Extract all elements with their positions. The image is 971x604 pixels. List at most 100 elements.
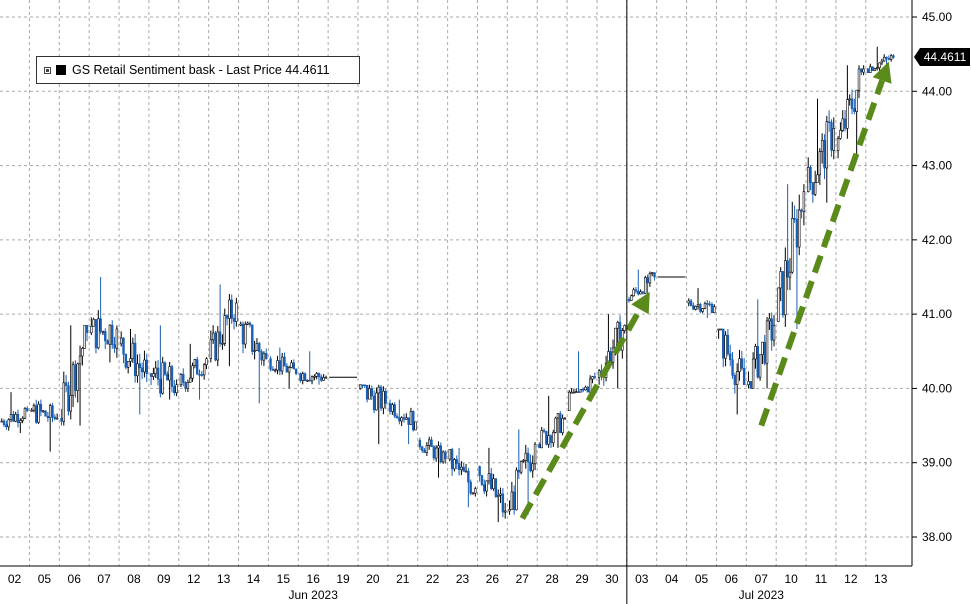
candle-body xyxy=(878,62,881,69)
x-tick-label: 06 xyxy=(68,572,82,586)
candle-body xyxy=(738,358,741,372)
candle-body xyxy=(873,68,877,71)
candle-body xyxy=(591,376,594,380)
candle-body xyxy=(39,403,43,412)
candle-body xyxy=(398,417,401,422)
candle-body xyxy=(547,435,550,445)
y-tick-label: 40.00 xyxy=(922,381,952,395)
candle-body xyxy=(841,118,844,131)
candle-body xyxy=(641,291,645,294)
candle-body xyxy=(869,66,872,74)
candle-body xyxy=(515,469,518,511)
candle-body xyxy=(464,470,468,473)
candle-body xyxy=(292,362,295,370)
candle-body xyxy=(779,271,782,289)
candle-body xyxy=(14,413,17,422)
candle-body xyxy=(94,319,98,349)
candle-body xyxy=(588,378,592,393)
candle-body xyxy=(777,287,780,322)
candle-body xyxy=(800,209,803,212)
candle-body xyxy=(278,360,282,372)
candle-body xyxy=(21,417,24,421)
candle-body xyxy=(853,108,856,112)
candle-body xyxy=(74,364,77,391)
candle-body xyxy=(751,358,755,389)
legend-toggle-icon[interactable] xyxy=(44,66,51,74)
candle-body xyxy=(761,341,764,355)
candle-body xyxy=(170,366,174,387)
candle-body xyxy=(689,300,693,306)
x-tick-label: 28 xyxy=(545,572,559,586)
candle-body xyxy=(214,332,217,361)
candle-body xyxy=(375,392,378,411)
trend-arrow-head xyxy=(872,61,892,84)
candle-body xyxy=(225,315,229,319)
candle-body xyxy=(85,324,89,334)
candle-body xyxy=(370,388,373,397)
candle-body xyxy=(832,128,835,151)
candle-body xyxy=(104,331,107,342)
candle-body xyxy=(161,362,164,394)
candle-body xyxy=(627,298,631,301)
candle-body xyxy=(239,323,242,326)
candle-body xyxy=(811,182,815,195)
candle-body xyxy=(407,417,410,425)
candle-body xyxy=(577,391,580,393)
candle-body xyxy=(400,417,403,422)
candle-body xyxy=(271,368,275,371)
candle-body xyxy=(570,391,573,394)
candle-body xyxy=(280,356,284,372)
y-tick-label: 45.00 xyxy=(922,10,952,24)
candle-body xyxy=(368,388,371,400)
candle-body xyxy=(81,348,84,357)
trend-arrow-head xyxy=(631,291,650,315)
candle-body xyxy=(754,346,757,360)
candle-body xyxy=(290,362,293,368)
candle-body xyxy=(644,277,647,294)
y-tick-label: 44.00 xyxy=(922,84,952,98)
candle-body xyxy=(768,318,771,322)
candle-body xyxy=(308,379,311,382)
x-tick-label: 03 xyxy=(635,572,649,586)
candle-body xyxy=(572,391,576,394)
candle-body xyxy=(388,402,392,412)
candle-body xyxy=(887,58,891,60)
candle-body xyxy=(816,174,819,183)
candle-body xyxy=(35,405,38,423)
candle-body xyxy=(189,377,192,383)
candle-body xyxy=(166,373,169,381)
candle-body xyxy=(143,359,146,373)
candle-body xyxy=(9,414,13,421)
candle-body xyxy=(90,325,93,334)
candle-body xyxy=(412,411,415,431)
candle-body xyxy=(646,277,649,284)
candle-body xyxy=(133,342,137,377)
x-tick-label: 22 xyxy=(426,572,440,586)
x-tick-label: 04 xyxy=(665,572,679,586)
candle-body xyxy=(575,391,578,393)
candle-body xyxy=(62,382,65,422)
x-tick-label: 10 xyxy=(784,572,798,586)
candle-body xyxy=(402,417,406,420)
candle-body xyxy=(480,475,484,485)
y-tick-label: 41.00 xyxy=(922,307,952,321)
candle-body xyxy=(228,299,231,319)
legend: GS Retail Sentiment bask - Last Price 44… xyxy=(36,56,360,84)
candle-body xyxy=(889,55,893,60)
candle-body xyxy=(581,389,585,391)
candle-body xyxy=(885,56,888,59)
candle-body xyxy=(781,271,785,316)
candle-body xyxy=(434,447,438,459)
candle-body xyxy=(490,473,493,489)
candle-body xyxy=(437,445,440,449)
candle-body xyxy=(421,446,424,451)
trend-arrows xyxy=(519,61,892,520)
candle-body xyxy=(460,466,463,471)
candles xyxy=(0,46,895,523)
candle-body xyxy=(722,328,725,359)
x-tick-label: 13 xyxy=(217,572,231,586)
candle-body xyxy=(244,324,247,345)
candle-body xyxy=(713,306,716,314)
x-tick-label: 07 xyxy=(97,572,111,586)
candle-body xyxy=(313,376,316,378)
